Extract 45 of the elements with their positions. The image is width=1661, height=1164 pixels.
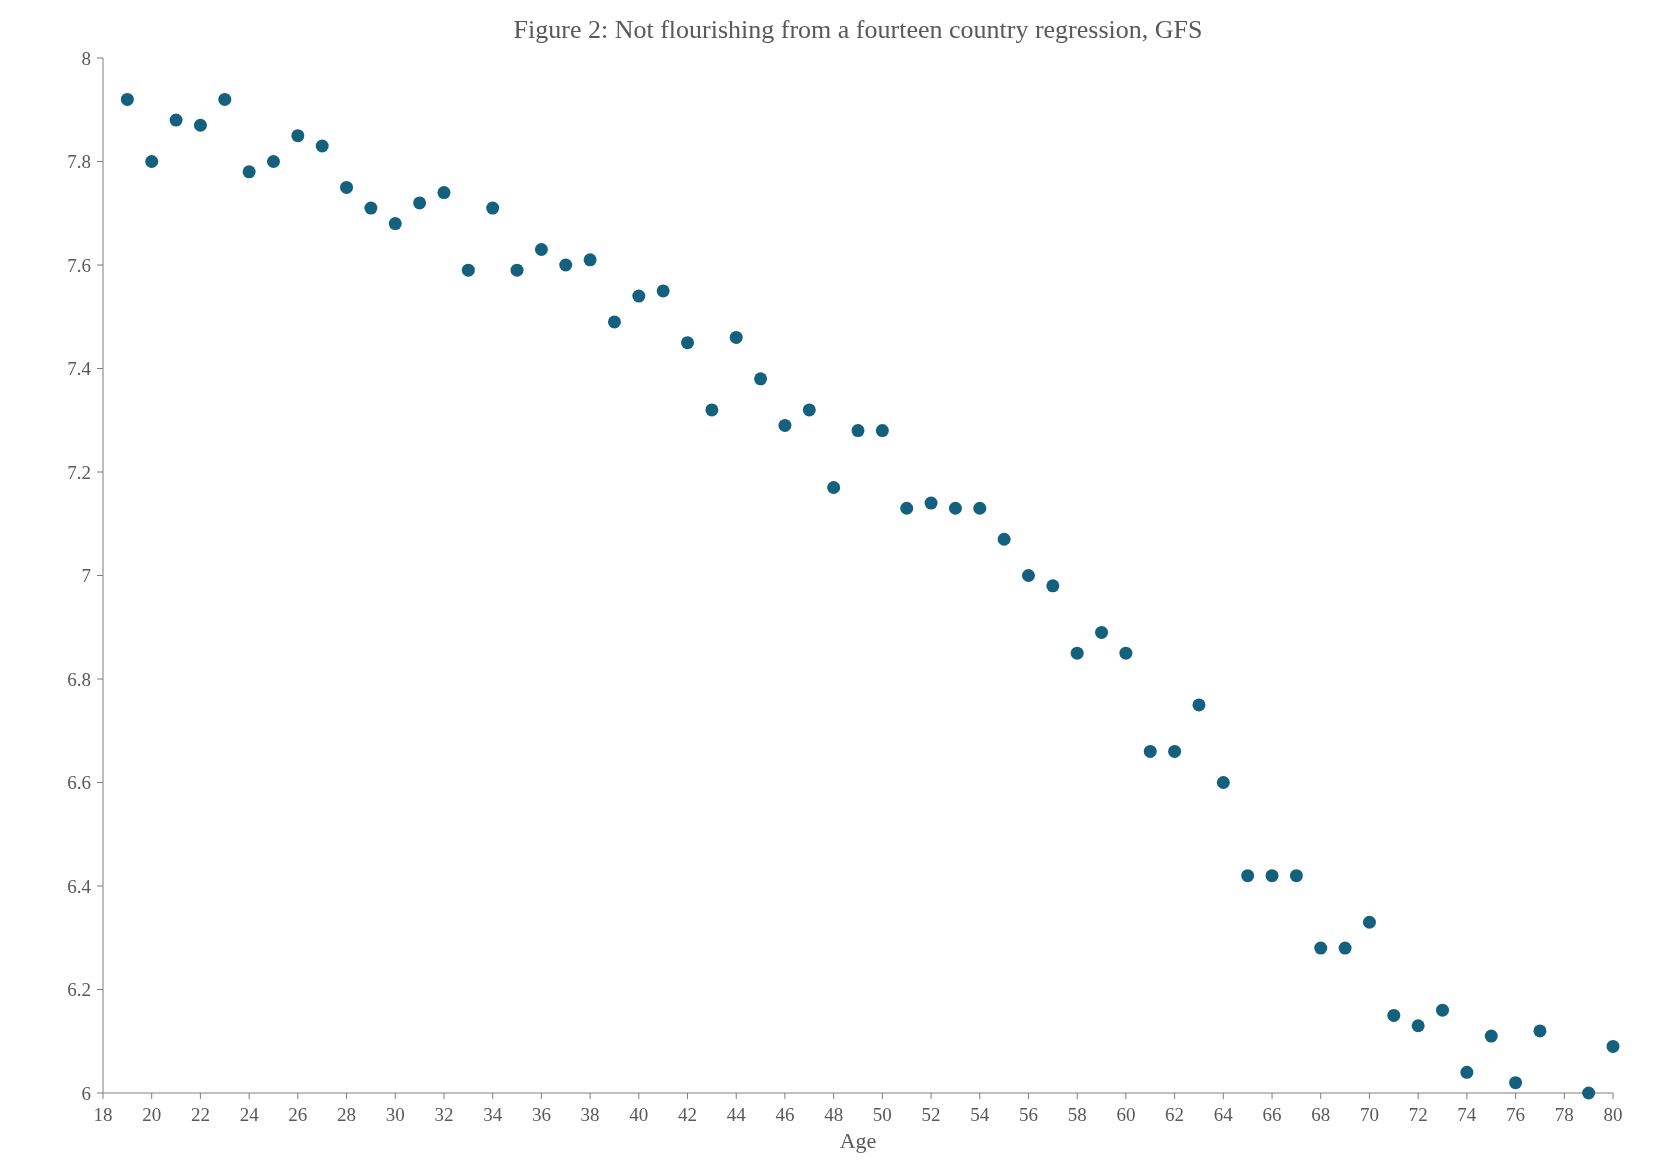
y-tick-label: 6.8	[67, 668, 91, 690]
x-tick-label: 62	[1165, 1104, 1185, 1125]
x-tick-label: 72	[1408, 1104, 1428, 1125]
x-tick-label: 18	[93, 1104, 113, 1125]
x-tick-label: 52	[921, 1104, 941, 1125]
y-tick-label: 7.4	[67, 358, 92, 380]
x-tick-label: 34	[483, 1104, 503, 1125]
x-tick-label: 32	[434, 1104, 454, 1125]
x-tick-label: 30	[385, 1104, 405, 1125]
x-tick-label: 60	[1116, 1104, 1136, 1125]
x-tick-label: 70	[1359, 1104, 1379, 1125]
x-tick-label: 74	[1457, 1104, 1477, 1125]
x-tick-label: 42	[678, 1104, 698, 1125]
y-tick-label: 7.6	[67, 254, 91, 276]
x-tick-label: 26	[288, 1104, 308, 1125]
x-axis-title: Age	[839, 1128, 877, 1153]
x-tick-label: 28	[337, 1104, 357, 1125]
y-tick-label: 7	[81, 565, 91, 587]
x-tick-label: 38	[580, 1104, 600, 1125]
y-tick-label: 6	[81, 1082, 91, 1104]
x-tick-label: 80	[1603, 1104, 1623, 1125]
y-tick-label: 6.6	[67, 772, 91, 794]
x-tick-label: 58	[1067, 1104, 1087, 1125]
x-tick-label: 46	[775, 1104, 795, 1125]
x-tick-label: 24	[239, 1104, 260, 1125]
x-tick-label: 50	[872, 1104, 892, 1125]
x-tick-label: 64	[1213, 1104, 1234, 1125]
y-tick-label: 8	[81, 47, 91, 69]
x-tick-label: 66	[1262, 1104, 1282, 1125]
x-tick-label: 48	[824, 1104, 844, 1125]
x-tick-label: 44	[726, 1104, 747, 1125]
y-tick-label: 6.2	[67, 979, 91, 1001]
x-tick-label: 76	[1506, 1104, 1526, 1125]
x-tick-label: 36	[531, 1104, 551, 1125]
x-tick-label: 20	[142, 1104, 162, 1125]
x-tick-label: 54	[970, 1104, 990, 1125]
y-tick-label: 7.8	[67, 151, 91, 173]
x-tick-label: 68	[1311, 1104, 1331, 1125]
x-tick-label: 56	[1018, 1104, 1038, 1125]
y-tick-label: 6.4	[67, 875, 92, 897]
chart-title: Figure 2: Not flourishing from a fourteen country regression, GFS	[513, 15, 1203, 44]
x-tick-label: 40	[629, 1104, 649, 1125]
x-tick-label: 78	[1554, 1104, 1574, 1125]
x-tick-label: 22	[190, 1104, 210, 1125]
y-tick-label: 7.2	[67, 461, 91, 483]
